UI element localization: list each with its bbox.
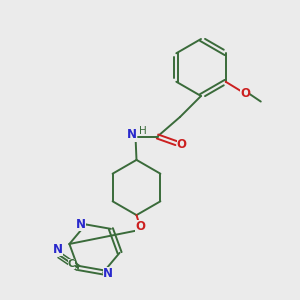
- Text: H: H: [139, 126, 147, 136]
- Text: C: C: [68, 259, 75, 269]
- Text: N: N: [76, 218, 86, 231]
- Text: N: N: [103, 267, 113, 280]
- Text: O: O: [135, 220, 146, 233]
- Text: N: N: [53, 243, 63, 256]
- Text: O: O: [241, 87, 250, 100]
- Text: O: O: [176, 138, 187, 151]
- Text: N: N: [127, 128, 137, 142]
